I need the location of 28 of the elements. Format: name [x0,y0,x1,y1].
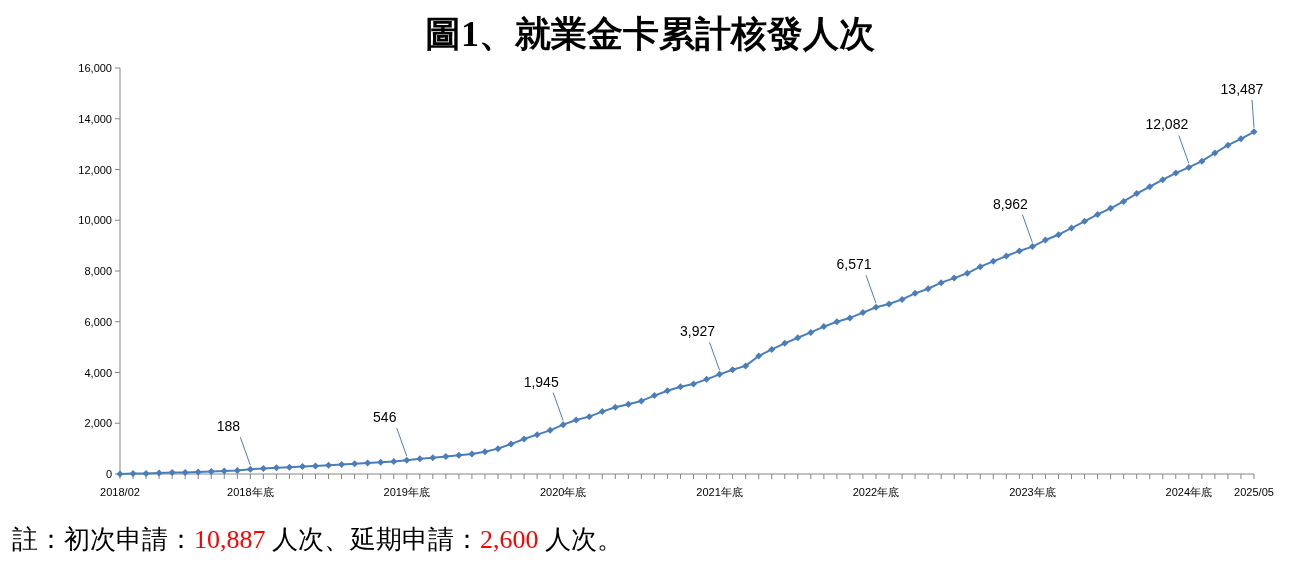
data-label: 13,487 [1220,80,1264,97]
text: 註：初次申請：10,887 人次、延期申請：2,600 人次。 [12,525,623,554]
y-tick-label: 12,000 [78,163,112,176]
data-label: 1,945 [523,373,559,390]
data-label: 3,927 [680,323,716,340]
data-label: 8,962 [992,195,1029,212]
x-tick-label: 2018/02 [100,486,140,498]
x-tick-label: 2022年底 [852,486,900,498]
data-label: 188 [216,418,241,435]
y-tick-label: 16,000 [78,62,112,74]
x-tick-label: 2019年底 [383,486,430,498]
x-tick-label: 2023年底 [1009,486,1056,498]
data-label: 12,082 [1145,116,1189,133]
x-tick-label: 2024年底 [1165,486,1213,498]
chart-title: 圖1、就業金卡累計核發人次 [425,14,875,54]
x-tick-label: 2025/05 [1234,486,1274,498]
data-label: 6,571 [836,256,872,273]
y-tick-label: 0 [105,468,112,480]
y-tick-label: 14,000 [78,112,112,125]
y-tick-label: 4,000 [84,366,112,379]
x-tick-label: 2020年底 [539,486,587,498]
y-tick-label: 8,000 [84,265,112,277]
x-tick-label: 2021年底 [696,486,743,498]
data-label: 546 [373,409,397,426]
y-tick-label: 2,000 [84,417,112,430]
x-tick-label: 2018年底 [227,486,274,498]
y-tick-label: 10,000 [78,214,112,227]
y-tick-label: 6,000 [84,315,112,328]
